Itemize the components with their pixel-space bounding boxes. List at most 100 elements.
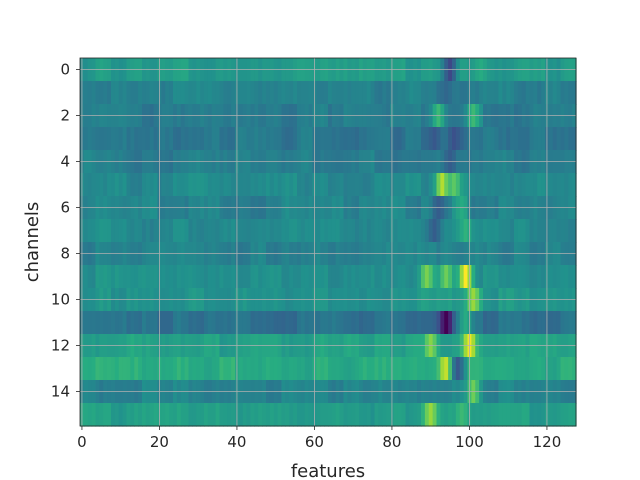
heatmap-cell <box>142 127 147 151</box>
heatmap-cell <box>440 311 445 335</box>
heatmap-cell <box>266 219 271 243</box>
heatmap-cell <box>444 127 449 151</box>
heatmap-cell <box>533 311 538 335</box>
heatmap-cell <box>300 403 306 427</box>
heatmap-cell <box>362 173 368 197</box>
heatmap-cell <box>452 403 457 427</box>
heatmap-cell <box>432 219 438 243</box>
heatmap-cell <box>463 81 469 105</box>
heatmap-cell <box>111 265 116 289</box>
heatmap-cell <box>448 357 453 381</box>
heatmap-cell <box>169 403 174 427</box>
heatmap-cell <box>541 127 546 151</box>
heatmap-cell <box>366 403 372 427</box>
heatmap-cell <box>382 219 387 243</box>
heatmap-cell <box>483 81 488 105</box>
heatmap-cell <box>343 265 348 289</box>
heatmap-cell <box>355 81 360 105</box>
y-tick-label: 4 <box>60 153 70 171</box>
heatmap-cell <box>452 127 457 151</box>
heatmap-cell <box>238 265 244 289</box>
heatmap-cell <box>331 311 337 335</box>
heatmap-cell <box>525 265 531 289</box>
heatmap-cell <box>374 403 379 427</box>
heatmap-cell <box>192 311 197 335</box>
heatmap-cell <box>277 357 283 381</box>
heatmap-cell <box>285 219 290 243</box>
heatmap-cell <box>413 173 418 197</box>
heatmap-cell <box>479 127 484 151</box>
heatmap-cell <box>552 81 558 105</box>
heatmap-cell <box>250 265 255 289</box>
heatmap-cell <box>126 311 131 335</box>
heatmap-cell <box>444 311 449 335</box>
heatmap-cell <box>529 403 534 427</box>
heatmap-cell <box>382 357 387 381</box>
x-axis-label: features <box>291 461 365 480</box>
heatmap-cell <box>541 173 546 197</box>
heatmap-cell <box>463 357 469 381</box>
heatmap-cell <box>99 357 104 381</box>
heatmap-cell <box>548 173 554 197</box>
heatmap-cell <box>541 357 546 381</box>
heatmap-cell <box>238 403 244 427</box>
heatmap-cell <box>463 311 469 335</box>
heatmap-cell <box>572 265 577 289</box>
heatmap-cell <box>479 311 484 335</box>
heatmap-cell <box>161 219 166 243</box>
heatmap-cell <box>386 357 391 381</box>
heatmap-cell <box>107 311 112 335</box>
heatmap-cell <box>537 173 542 197</box>
heatmap-cell <box>304 311 310 335</box>
heatmap-cell <box>114 127 120 151</box>
heatmap-cell <box>401 357 407 381</box>
heatmap-cell <box>517 265 523 289</box>
heatmap-cell <box>521 127 527 151</box>
heatmap-cell <box>103 81 108 105</box>
heatmap-cell <box>498 403 503 427</box>
heatmap-cell <box>378 357 383 381</box>
heatmap-cell <box>502 127 507 151</box>
heatmap-cell <box>556 357 562 381</box>
heatmap-cell <box>134 357 139 381</box>
heatmap-cell <box>304 357 310 381</box>
heatmap-cell <box>281 265 286 289</box>
x-tick-label: 20 <box>150 433 169 451</box>
heatmap-cell <box>556 173 562 197</box>
heatmap-cell <box>448 311 453 335</box>
heatmap-cell <box>475 403 480 427</box>
heatmap-cell <box>266 127 271 151</box>
heatmap-cell <box>529 311 534 335</box>
heatmap-cell <box>161 311 166 335</box>
heatmap-cell <box>300 357 306 381</box>
heatmap-cell <box>130 127 135 151</box>
heatmap-cell <box>223 357 228 381</box>
heatmap-cell <box>204 219 209 243</box>
heatmap-cell <box>328 311 333 335</box>
heatmap-cell <box>537 127 542 151</box>
heatmap-cell <box>242 81 248 105</box>
heatmap-cell <box>564 311 569 335</box>
heatmap-cell <box>107 127 112 151</box>
heatmap-cell <box>285 311 290 335</box>
heatmap-cell <box>362 403 368 427</box>
heatmap-cell <box>138 357 143 381</box>
heatmap-cell <box>118 219 124 243</box>
heatmap-cell <box>142 173 147 197</box>
heatmap-cell <box>192 81 197 105</box>
heatmap-cell <box>184 311 190 335</box>
heatmap-cell <box>486 173 492 197</box>
heatmap-cell <box>188 357 193 381</box>
heatmap-cell <box>204 265 209 289</box>
heatmap-cell <box>262 127 267 151</box>
heatmap-cell <box>506 403 511 427</box>
heatmap-cell <box>428 81 434 105</box>
heatmap-cell <box>355 357 360 381</box>
heatmap-cell <box>145 127 151 151</box>
heatmap-cell <box>250 357 255 381</box>
heatmap-cell <box>231 357 236 381</box>
heatmap-cell <box>95 127 100 151</box>
heatmap-cell <box>165 311 170 335</box>
heatmap-cell <box>436 357 441 381</box>
heatmap-cell <box>211 265 217 289</box>
